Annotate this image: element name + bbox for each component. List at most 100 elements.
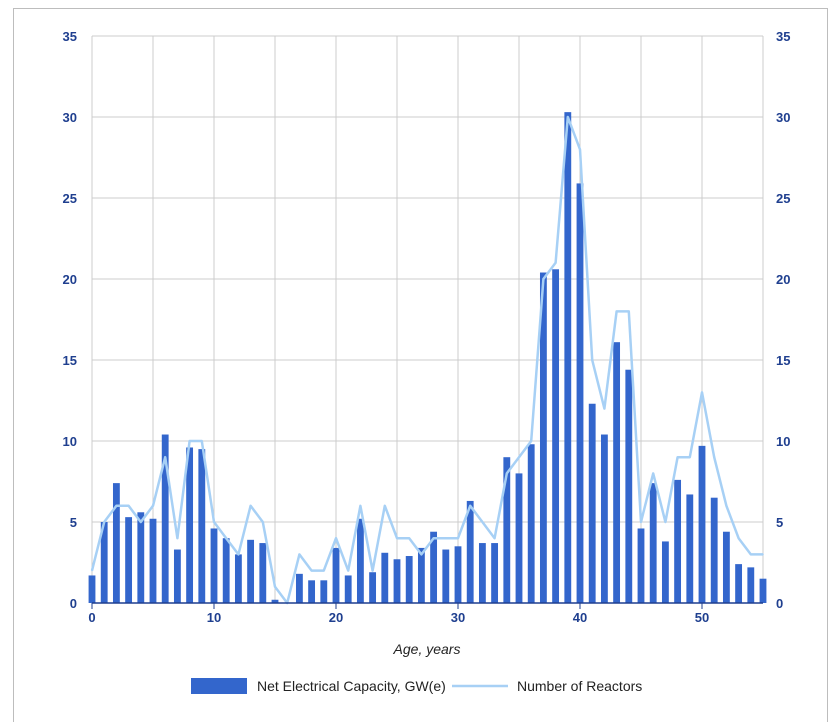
bar-25 [393, 559, 401, 603]
reactor-point-45 [640, 521, 642, 523]
bar-54 [747, 567, 755, 603]
reactor-point-28 [432, 537, 435, 539]
reactor-point-39 [567, 116, 569, 118]
bar-18 [308, 580, 316, 603]
bar-39 [564, 112, 572, 603]
capacity-bars [88, 112, 767, 604]
bar-37 [539, 272, 547, 603]
y-tick-label-15: 15 [63, 353, 77, 368]
bar-46 [649, 483, 657, 603]
y2-tick-label-10: 10 [776, 434, 790, 449]
reactor-point-50 [701, 391, 703, 394]
y2-tick-label-30: 30 [776, 110, 790, 125]
reactor-point-5 [152, 505, 154, 507]
reactor-point-24 [384, 505, 386, 507]
legend-swatch-capacity [191, 678, 247, 694]
reactor-point-40 [579, 148, 581, 151]
bar-17 [295, 573, 303, 603]
bar-43 [613, 342, 621, 603]
bar-33 [491, 543, 499, 603]
bar-27 [417, 547, 425, 603]
reactor-point-17 [298, 553, 301, 556]
reactor-point-0 [91, 569, 93, 572]
bar-1 [100, 522, 108, 603]
bar-22 [356, 518, 364, 603]
reactor-point-36 [530, 440, 532, 442]
y-tick-label-5: 5 [70, 515, 77, 530]
bar-4 [137, 512, 145, 603]
reactor-series-line [90, 115, 763, 605]
reactor-point-12 [237, 553, 240, 556]
bar-53 [735, 564, 743, 603]
y2-tick-label-35: 35 [776, 29, 790, 44]
reactor-point-52 [725, 505, 728, 507]
reactor-point-43 [615, 310, 618, 313]
right-axis-ticks: 0 5 10 15 20 25 30 35 [776, 29, 790, 611]
x-tick-label-40: 40 [573, 610, 587, 625]
y-tick-label-25: 25 [63, 191, 77, 206]
bar-11 [222, 538, 230, 603]
reactor-point-53 [737, 537, 740, 539]
reactor-point-3 [127, 505, 130, 507]
bar-28 [430, 531, 438, 603]
bar-34 [503, 457, 511, 603]
bar-24 [381, 552, 389, 603]
reactor-point-48 [676, 456, 679, 459]
reactor-point-26 [408, 537, 411, 539]
reactor-point-22 [359, 505, 362, 507]
bar-36 [527, 444, 535, 603]
x-axis-ticks: 0 10 20 30 40 50 [88, 610, 709, 625]
bar-38 [552, 269, 560, 603]
bar-51 [710, 497, 718, 603]
reactor-line [90, 115, 764, 605]
reactor-point-33 [493, 537, 496, 539]
reactor-point-55 [762, 553, 764, 556]
y2-tick-label-15: 15 [776, 353, 790, 368]
reactor-point-34 [506, 472, 508, 475]
bar-20 [332, 547, 340, 603]
reactor-point-49 [689, 456, 691, 459]
bar-10 [210, 528, 218, 603]
bar-9 [198, 449, 206, 603]
left-axis-ticks: 0 5 10 15 20 25 30 35 [63, 29, 77, 611]
bar-23 [369, 572, 377, 603]
reactor-point-18 [310, 569, 313, 572]
x-tick-label-30: 30 [451, 610, 465, 625]
reactor-point-9 [201, 440, 203, 442]
bar-45 [637, 528, 645, 603]
reactor-point-46 [652, 472, 654, 475]
reactor-point-2 [115, 505, 118, 507]
reactor-point-15 [274, 586, 276, 588]
bar-29 [442, 549, 450, 603]
bar-2 [112, 483, 120, 603]
y-tick-label-0: 0 [70, 596, 77, 611]
reactor-point-7 [176, 537, 179, 539]
reactor-point-4 [140, 521, 142, 523]
reactor-point-8 [188, 440, 191, 442]
x-tick-label-10: 10 [207, 610, 221, 625]
y2-tick-label-5: 5 [776, 515, 783, 530]
bar-26 [405, 556, 413, 603]
bar-48 [674, 479, 682, 603]
y-tick-label-30: 30 [63, 110, 77, 125]
bar-40 [576, 183, 584, 604]
bar-32 [478, 543, 486, 603]
bar-31 [466, 500, 474, 603]
bar-49 [686, 494, 694, 603]
y-tick-label-20: 20 [63, 272, 77, 287]
reactor-point-23 [371, 569, 374, 572]
x-tick-label-0: 0 [88, 610, 95, 625]
y-tick-label-10: 10 [63, 434, 77, 449]
bar-14 [259, 543, 267, 603]
bar-8 [186, 447, 194, 603]
reactor-point-31 [469, 505, 472, 507]
axes [91, 602, 763, 609]
legend: Net Electrical Capacity, GW(e) Number of… [191, 678, 642, 694]
reactor-point-51 [713, 456, 715, 459]
y-tick-label-35: 35 [63, 29, 77, 44]
reactor-point-47 [664, 521, 667, 523]
reactor-point-13 [249, 505, 252, 507]
reactor-point-10 [213, 521, 215, 523]
reactor-point-11 [225, 537, 227, 539]
